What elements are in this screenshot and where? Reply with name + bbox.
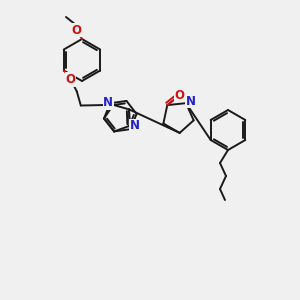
Text: N: N (103, 96, 113, 109)
Text: O: O (71, 23, 81, 37)
Text: O: O (174, 88, 184, 102)
Text: N: N (103, 96, 113, 109)
Text: O: O (174, 88, 184, 102)
Text: N: N (186, 94, 196, 108)
Text: O: O (66, 73, 76, 86)
Text: O: O (71, 23, 81, 37)
Text: N: N (186, 94, 196, 108)
Text: N: N (130, 119, 140, 132)
Text: O: O (66, 73, 76, 86)
Text: N: N (130, 119, 140, 132)
